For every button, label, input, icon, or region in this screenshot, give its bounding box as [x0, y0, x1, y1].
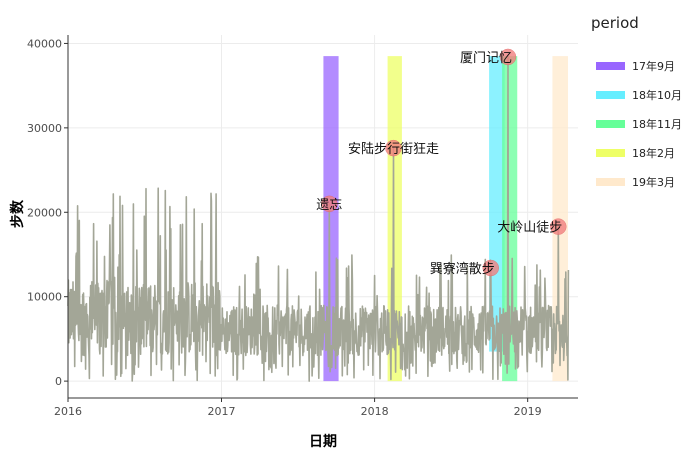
legend-label: 18年11月: [632, 117, 682, 131]
annotation-marker: [482, 259, 500, 277]
y-tick-label: 10000: [27, 291, 62, 304]
legend-label: 17年9月: [632, 59, 675, 73]
x-tick-label: 2019: [514, 405, 542, 418]
legend-title: period: [591, 14, 639, 32]
annotation-marker: [499, 48, 517, 66]
legend-swatch: [596, 91, 625, 99]
y-tick-label: 20000: [27, 206, 62, 219]
annotation-label: 安陆步行街狂走: [348, 141, 439, 157]
y-tick-label: 40000: [27, 37, 62, 50]
legend-swatch: [596, 149, 625, 157]
axis-layer: 0 10000 20000 30000 40000 2016 2017 2018 2019: [27, 35, 578, 418]
y-tick-label: 0: [55, 375, 62, 388]
x-tick-label: 2018: [361, 405, 389, 418]
annotation-marker: [550, 218, 567, 235]
period-band: [489, 56, 505, 352]
period-bands: [323, 56, 568, 382]
legend-swatch: [596, 62, 625, 70]
x-tick-label: 2017: [208, 405, 236, 418]
x-axis-title: 日期: [309, 434, 337, 450]
legend-swatch: [596, 120, 625, 128]
annotation-label: 厦门记忆: [460, 50, 512, 66]
legend-swatch: [596, 178, 625, 186]
period-band: [502, 56, 518, 382]
legend-label: 19年3月: [632, 175, 675, 189]
annotation-marker: [321, 195, 338, 213]
annotation-marker: [385, 139, 402, 157]
annotation-label: 大岭山徒步: [497, 221, 562, 236]
annotation-label: 巽寮湾散步: [430, 261, 495, 277]
y-axis-title: 步数: [9, 199, 26, 228]
legend: period 17年9月 18年10月 18年11月 18年2月 19年3月: [591, 14, 682, 189]
x-tick-label: 2016: [54, 405, 82, 418]
legend-label: 18年2月: [632, 146, 675, 160]
period-band: [323, 56, 339, 382]
legend-label: 18年10月: [632, 88, 682, 102]
annotation-label: 遗忘: [316, 198, 342, 213]
step-series: [67, 56, 570, 382]
y-tick-label: 30000: [27, 122, 62, 135]
step-line: [67, 56, 570, 382]
